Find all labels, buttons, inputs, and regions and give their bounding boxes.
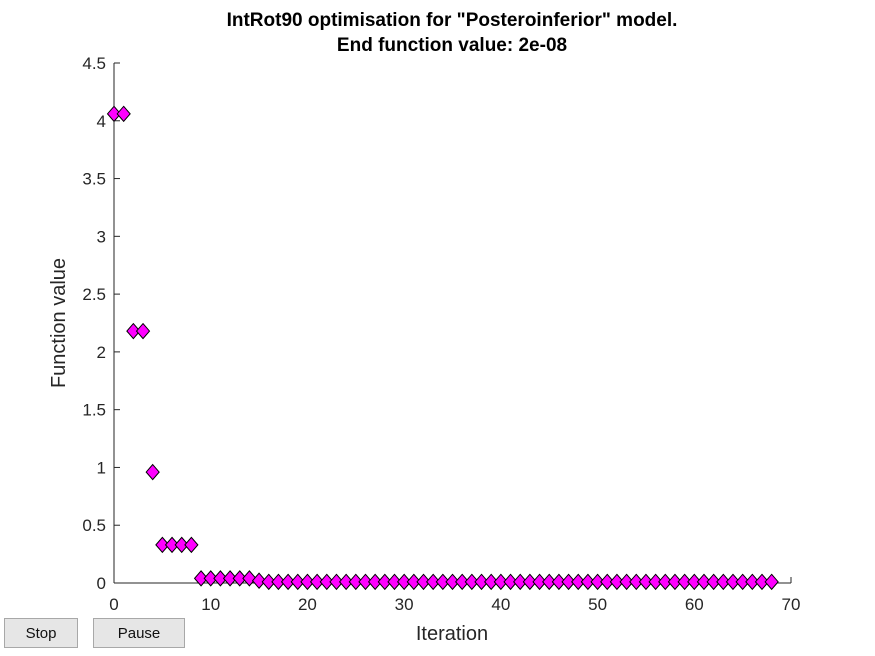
- data-point-marker: [338, 573, 354, 591]
- data-point-marker: [706, 573, 721, 591]
- data-point-marker: [155, 536, 170, 554]
- data-point-marker: [551, 573, 567, 591]
- data-point-marker: [271, 573, 286, 591]
- data-point-marker: [396, 573, 412, 591]
- x-tick-label: 0: [109, 595, 118, 614]
- x-tick-label: 40: [491, 595, 510, 614]
- data-point-marker: [455, 573, 470, 591]
- y-tick-label: 2.5: [82, 285, 106, 304]
- data-point-marker: [735, 573, 750, 591]
- data-point-marker: [435, 573, 450, 591]
- data-point-marker: [609, 573, 625, 591]
- data-point-marker: [184, 536, 199, 554]
- data-point-marker: [716, 573, 731, 591]
- data-point-marker: [116, 105, 131, 123]
- data-point-marker: [513, 573, 528, 591]
- y-tick-label: 0: [97, 574, 106, 593]
- x-tick-label: 60: [685, 595, 704, 614]
- data-point-marker: [445, 573, 460, 591]
- data-point-marker: [416, 573, 431, 591]
- pause-button[interactable]: Pause: [93, 618, 185, 648]
- data-point-marker: [358, 573, 373, 591]
- data-point-marker: [145, 463, 160, 481]
- data-point-marker: [193, 570, 209, 587]
- data-point-marker: [203, 570, 218, 587]
- data-point-marker: [280, 573, 296, 591]
- y-axis-label: Function value: [48, 258, 70, 388]
- x-tick-label: 30: [395, 595, 414, 614]
- y-tick-label: 2: [97, 343, 106, 362]
- y-tick-label: 3.5: [82, 170, 106, 189]
- data-point-marker: [126, 322, 141, 340]
- y-tick-label: 4.5: [82, 54, 106, 73]
- x-tick-label: 70: [782, 595, 801, 614]
- data-point-marker: [542, 573, 557, 591]
- chart-title-line1: IntRot90 optimisation for "Posteroinferi…: [227, 10, 678, 31]
- data-point-marker: [222, 570, 238, 587]
- data-point-marker: [561, 573, 576, 591]
- data-point-marker: [135, 322, 151, 340]
- data-point-marker: [764, 573, 779, 591]
- data-point-marker: [261, 573, 276, 591]
- x-tick-label: 20: [298, 595, 317, 614]
- data-point-marker: [687, 573, 702, 591]
- x-axis-label: Iteration: [416, 623, 488, 645]
- data-point-marker: [571, 573, 586, 591]
- data-point-marker: [367, 573, 383, 591]
- data-point-marker: [600, 573, 615, 591]
- data-point-marker: [745, 573, 760, 591]
- data-point-marker: [329, 573, 344, 591]
- x-tick-label: 50: [588, 595, 607, 614]
- x-tick-label: 10: [201, 595, 220, 614]
- data-point-marker: [290, 573, 305, 591]
- data-point-marker: [213, 570, 228, 587]
- y-tick-label: 4: [97, 112, 106, 131]
- y-tick-label: 1.5: [82, 401, 106, 420]
- data-point-marker: [725, 573, 741, 591]
- y-tick-label: 1: [97, 458, 106, 477]
- data-point-marker: [493, 573, 509, 591]
- data-point-marker: [580, 573, 596, 591]
- data-point-marker: [619, 573, 634, 591]
- data-point-marker: [309, 573, 325, 591]
- data-point-marker: [696, 573, 712, 591]
- data-point-marker: [658, 573, 673, 591]
- data-point-marker: [251, 572, 267, 589]
- data-point-marker: [300, 573, 315, 591]
- data-point-marker: [754, 573, 770, 591]
- y-tick-label: 3: [97, 227, 106, 246]
- data-point-marker: [406, 573, 421, 591]
- data-point-marker: [174, 536, 189, 554]
- data-point-marker: [464, 573, 480, 591]
- data-point-marker: [503, 573, 518, 591]
- data-point-marker: [106, 105, 122, 123]
- data-point-marker: [319, 573, 334, 591]
- stop-button[interactable]: Stop: [4, 618, 78, 648]
- data-point-marker: [638, 573, 654, 591]
- y-tick-label: 0.5: [82, 516, 106, 535]
- data-point-marker: [677, 573, 692, 591]
- chart-title-line2: End function value: 2e-08: [337, 35, 567, 56]
- data-point-marker: [532, 573, 547, 591]
- data-point-marker: [522, 573, 538, 591]
- data-point-marker: [348, 573, 363, 591]
- data-point-marker: [242, 570, 257, 587]
- data-point-marker: [484, 573, 499, 591]
- data-point-marker: [667, 573, 683, 591]
- data-point-marker: [648, 573, 663, 591]
- data-point-marker: [425, 573, 441, 591]
- data-point-marker: [474, 573, 489, 591]
- data-point-marker: [164, 536, 180, 554]
- data-point-marker: [232, 570, 247, 587]
- data-point-marker: [377, 573, 392, 591]
- data-point-marker: [590, 573, 605, 591]
- data-point-marker: [387, 573, 402, 591]
- data-point-marker: [629, 573, 644, 591]
